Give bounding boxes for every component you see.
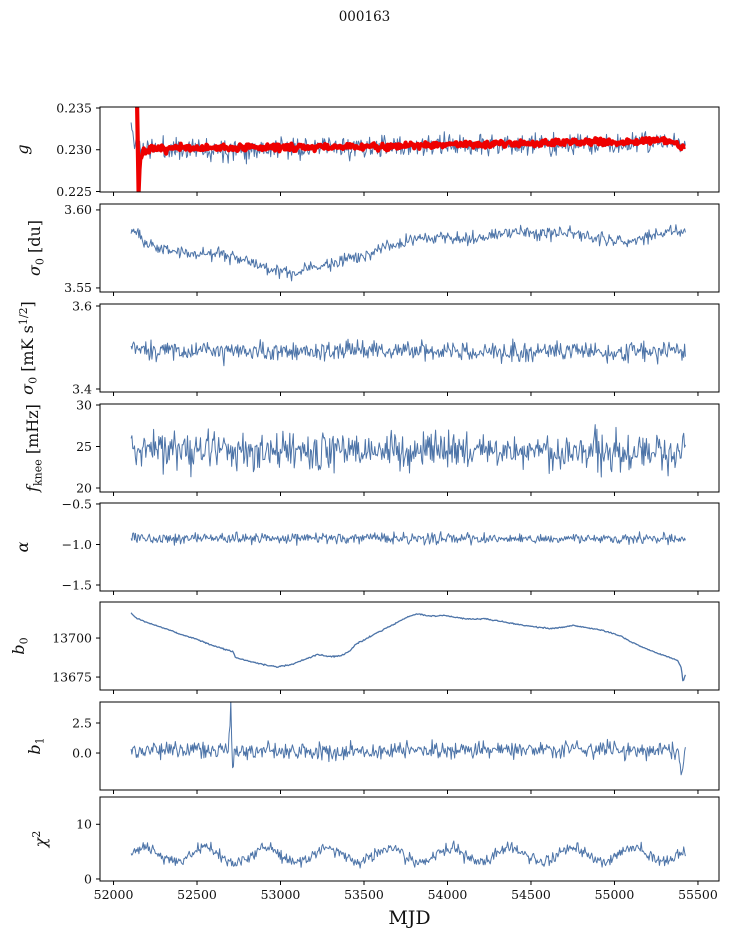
series-sigma0-du [130, 224, 686, 282]
x-axis-label: MJD [388, 907, 431, 929]
y-tick-label: 20 [76, 480, 92, 495]
series-sigma0-mk [130, 338, 686, 367]
y-axis-label-alpha: α [13, 541, 32, 552]
y-tick-label: 0.235 [56, 100, 92, 115]
x-tick-label: 54000 [428, 887, 468, 902]
panel-fknee: 20 25 30 fknee [mHz] [23, 397, 720, 496]
panel-sigma0-mk: 3.4 3.6 σ0 [mK s1/2] [17, 298, 720, 396]
y-tick-label: 0.0 [72, 745, 92, 760]
x-tick-label: 55000 [595, 887, 635, 902]
y-tick-label: 2.5 [72, 715, 92, 730]
series-chi2 [130, 840, 686, 869]
y-axis-label-b0: b0 [9, 637, 31, 654]
figure-title: 000163 [338, 9, 391, 25]
panel-frame [99, 502, 720, 592]
y-axis-label-fknee: fknee [mHz] [23, 404, 45, 493]
x-tick-label: 54500 [511, 887, 551, 902]
y-tick-label: −0.5 [62, 496, 92, 511]
y-tick-label: 0 [84, 871, 92, 886]
y-tick-label: 0.230 [56, 142, 92, 157]
series-b1 [130, 702, 686, 776]
y-axis-label-sigma0-mk: σ0 [mK s1/2] [17, 301, 40, 395]
y-axis-label-g: g [13, 144, 32, 154]
x-tick-label: 53000 [261, 887, 301, 902]
y-tick-label: 0.225 [56, 184, 92, 199]
y-tick-label: 3.55 [64, 280, 92, 295]
y-tick-label: −1.5 [62, 577, 92, 592]
y-axis-label-chi2: χ2 [30, 831, 50, 849]
y-tick-label: 25 [76, 439, 92, 454]
panel-frame [99, 403, 720, 493]
panel-sigma0-du: 3.55 3.60 σ0 [du] [25, 202, 720, 296]
panel-b0: 13675 13700 b0 [9, 601, 720, 694]
panel-alpha: −1.5 −1.0 −0.5 α [13, 496, 720, 595]
series-alpha [130, 531, 686, 546]
panel-b1: 0.0 2.5 b1 [25, 701, 720, 794]
x-tick-label: 52500 [177, 887, 217, 902]
panel-frame [99, 701, 720, 791]
y-tick-label: 3.4 [72, 381, 92, 396]
series-b0 [130, 612, 687, 682]
series-g-smoothed [135, 107, 687, 192]
x-tick-label: 52000 [94, 887, 134, 902]
x-tick-label: 55500 [678, 887, 718, 902]
y-axis-label-b1: b1 [25, 737, 47, 754]
y-tick-label: 13675 [52, 669, 92, 684]
y-tick-label: 3.60 [64, 202, 92, 217]
panel-chi2: 0 10 52000 52500 53000 53500 54000 54500 55000 55… [30, 796, 720, 902]
y-tick-label: 3.6 [72, 298, 92, 313]
y-tick-label: 13700 [52, 630, 92, 645]
y-axis-label-sigma0-du: σ0 [du] [25, 220, 47, 276]
y-tick-label: −1.0 [62, 537, 92, 552]
panel-frame [99, 203, 720, 293]
panel-g: 0.225 0.230 0.235 g [13, 100, 720, 199]
panel-frame [99, 303, 720, 393]
panel-frame [99, 796, 720, 882]
x-tick-label: 53500 [344, 887, 384, 902]
panel-frame [99, 601, 720, 691]
series-fknee [130, 424, 686, 478]
y-tick-label: 30 [76, 397, 92, 412]
y-tick-label: 10 [76, 817, 92, 832]
